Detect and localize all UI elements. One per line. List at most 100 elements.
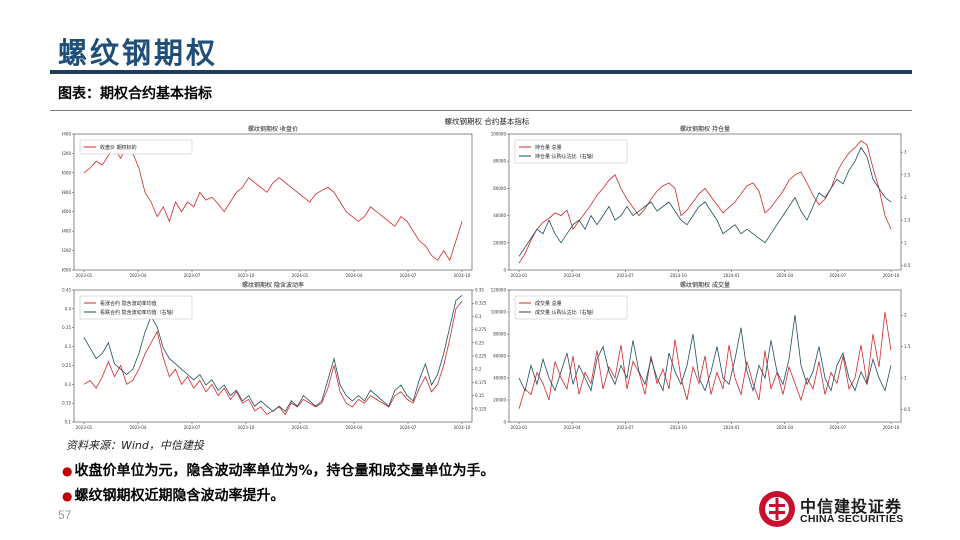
legend-label: 成交量 认购认沽比（右轴） (535, 309, 597, 316)
y-tick-label: 3600 (62, 209, 71, 214)
x-tick-label: 2024-10 (454, 273, 471, 278)
y-tick-label: 0.2 (65, 382, 72, 387)
chart-panel: 螺纹钢期权 收盘价期权标的收盘价 3000 3200 3400 3600 3800 4000… (62, 125, 473, 278)
x-tick-label: 2023-04 (564, 273, 581, 278)
x-tick-label: 2023-01 (511, 273, 528, 278)
legend-label: 持仓量 总量 (535, 144, 562, 151)
x-tick-label: 2024-01 (292, 273, 309, 278)
series-line (518, 315, 892, 393)
series-line (83, 301, 463, 416)
x-tick-label: 2024-07 (829, 425, 846, 430)
x-tick-label: 2023-04 (130, 425, 147, 430)
y2-tick-label: 0.225 (475, 354, 487, 359)
series-line (518, 146, 892, 257)
y-tick-label: 3800 (62, 190, 71, 195)
chart-panel: 螺纹钢期权 隐含波动率 0.1 0.15 0.2 0.25 0.3 0.35 0.4 0.45 0… (62, 281, 487, 430)
y2-tick-label: 0.5 (904, 263, 911, 268)
legend-label: 看涨合约 隐含波动率均值 (100, 300, 157, 307)
figure-title: 螺纹钢期权 合约基本指标 (445, 116, 530, 126)
x-tick-label: 2023-01 (76, 273, 93, 278)
y-tick-label: 100000 (491, 310, 507, 315)
section-title: 图表：期权合约基本指标 (58, 86, 212, 102)
y-tick-label: 0.1 (65, 420, 72, 425)
legend-box (79, 139, 193, 155)
x-tick-label: 2024-01 (723, 273, 740, 278)
plot-frame (73, 133, 473, 271)
legend-label: 持仓量 认购认沽比（右轴） (535, 153, 597, 160)
y-tick-label: 20000 (493, 398, 506, 403)
y-tick-label: 0.3 (65, 344, 72, 349)
series-line (83, 144, 463, 262)
x-tick-label: 2024-04 (346, 273, 363, 278)
y-tick-label: 0.45 (62, 288, 71, 293)
y-tick-label: 0 (503, 268, 506, 273)
x-tick-label: 2023-10 (670, 425, 687, 430)
x-tick-label: 2024-07 (400, 425, 417, 430)
logo-text-en: CHINA SECURITIES (800, 513, 904, 525)
x-tick-label: 2024-07 (400, 273, 417, 278)
section-divider (50, 110, 912, 111)
y2-tick-label: 2 (904, 195, 907, 200)
y2-tick-label: 0.2 (475, 367, 482, 372)
y-axis-label: 期权标的收盘价 (62, 184, 63, 219)
y-tick-label: 3400 (62, 229, 71, 234)
logo-emblem-icon (759, 491, 795, 527)
note-text: 收盘价单位为元，隐含波动率单位为%，持仓量和成交量单位为手。 (74, 463, 495, 479)
panel-title: 螺纹钢期权 持仓量 (680, 125, 730, 133)
chart-panel: 螺纹钢期权 成交量 0 20000 40000 60000 80000 100000 1200… (491, 281, 911, 430)
series-line (518, 311, 892, 409)
y-tick-label: 100000 (491, 132, 507, 137)
y-tick-label: 120000 (491, 288, 507, 293)
note-text: 螺纹钢期权近期隐含波动率提升。 (74, 488, 285, 504)
x-tick-label: 2023-01 (511, 425, 528, 430)
y2-tick-label: 1 (904, 376, 907, 381)
y2-tick-label: 1.5 (904, 218, 911, 223)
y2-tick-label: 0.15 (475, 393, 484, 398)
x-tick-label: 2024-04 (776, 273, 793, 278)
x-tick-label: 2023-07 (617, 273, 634, 278)
y2-tick-label: 2.5 (904, 172, 911, 177)
x-tick-label: 2023-01 (76, 425, 93, 430)
legend-label: 收盘价 期权标的 (100, 144, 137, 151)
slide-title: 螺纹钢期权 (58, 36, 219, 70)
chart-panel: 螺纹钢期权 持仓量 0 20000 40000 60000 80000 100000 0.5 1… (491, 125, 911, 278)
note-item: ● 收盘价单位为元，隐含波动率单位为%，持仓量和成交量单位为手。 (62, 460, 495, 480)
y2-tick-label: 1 (904, 240, 907, 245)
x-tick-label: 2024-04 (776, 425, 793, 430)
legend-box (79, 295, 193, 320)
y2-tick-label: 0.3 (475, 314, 482, 319)
x-tick-label: 2023-10 (238, 273, 255, 278)
y2-tick-label: 1.5 (904, 344, 911, 349)
y-tick-label: 4200 (62, 151, 71, 156)
title-divider (50, 70, 912, 74)
y-tick-label: 60000 (493, 354, 506, 359)
company-logo: 中信建投证券 CHINA SECURITIES (758, 490, 918, 528)
logo-text-cn: 中信建投证券 (800, 497, 903, 516)
bullet-icon: ● (62, 489, 73, 503)
legend-box (514, 295, 628, 320)
y-tick-label: 0.35 (62, 325, 71, 330)
x-tick-label: 2024-01 (723, 425, 740, 430)
y2-tick-label: 3 (904, 150, 907, 155)
x-tick-label: 2024-07 (829, 273, 846, 278)
chart-figure: 螺纹钢期权 合约基本指标 螺纹钢期权 收盘价期权标的收盘价30003200340… (62, 116, 911, 430)
y-tick-label: 0.25 (62, 363, 71, 368)
legend-label: 看跌合约 隐含波动率均值（右轴） (100, 309, 177, 316)
y-tick-label: 3200 (62, 248, 71, 253)
y2-tick-label: 0.175 (475, 380, 487, 385)
x-tick-label: 2024-01 (292, 425, 309, 430)
source-note: 资料来源：Wind，中信建投 (66, 439, 204, 452)
x-tick-label: 2023-04 (130, 273, 147, 278)
x-tick-label: 2023-04 (564, 425, 581, 430)
y-tick-label: 0.4 (65, 306, 72, 311)
x-tick-label: 2024-04 (346, 425, 363, 430)
y-tick-label: 80000 (493, 332, 506, 337)
y-tick-label: 40000 (493, 213, 506, 218)
x-tick-label: 2023-07 (184, 425, 201, 430)
bullet-icon: ● (62, 464, 73, 478)
y-tick-label: 20000 (493, 240, 506, 245)
legend-label: 成交量 总量 (535, 300, 562, 307)
y-tick-label: 3000 (62, 268, 71, 273)
x-tick-label: 2024-10 (883, 425, 900, 430)
x-tick-label: 2023-07 (184, 273, 201, 278)
